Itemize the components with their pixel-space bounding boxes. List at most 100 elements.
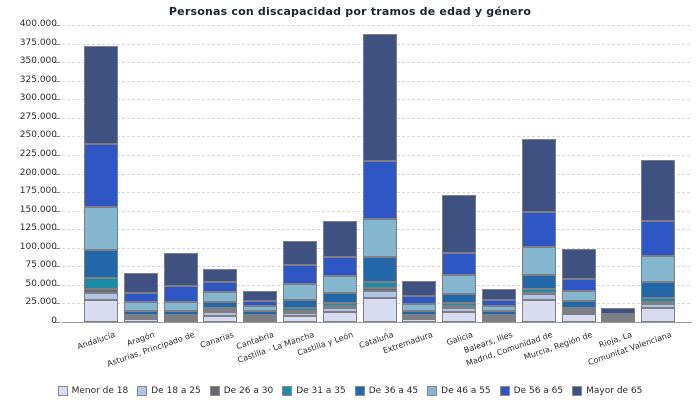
bar-segment: [362, 281, 397, 288]
bar-segment: [601, 313, 636, 316]
y-tick-label: 400.000: [19, 19, 57, 29]
bar-segment: [641, 301, 676, 304]
bar-segment: [561, 311, 596, 315]
bar-segment: [641, 159, 676, 222]
bar-segment: [243, 316, 278, 319]
y-tick-label: 375.000: [19, 37, 57, 48]
y-tick: [55, 192, 60, 194]
legend-label: De 31 a 35: [296, 386, 346, 396]
bar-segment: [402, 310, 437, 315]
bar-segment: [243, 319, 278, 322]
bar-segment: [482, 310, 516, 315]
bar-segment: [362, 291, 397, 299]
bar-segment: [123, 272, 158, 293]
bar-segment: [482, 300, 516, 306]
bar-segment: [482, 316, 516, 319]
y-tick: [55, 210, 60, 212]
bar-segment: [442, 195, 477, 253]
legend-swatch-icon: [209, 386, 220, 396]
bar-segment: [322, 308, 357, 312]
bar-segment: [442, 306, 477, 309]
y-tick-label: 25.000: [25, 297, 58, 308]
bar-segment: [442, 308, 477, 313]
bar-segment: [203, 269, 238, 283]
legend-swatch-icon: [57, 386, 68, 396]
bar-segment: [203, 309, 238, 313]
y-tick-label: 50.000: [25, 278, 58, 289]
y-tick-label: 200.000: [19, 167, 57, 178]
bar-segment: [84, 277, 118, 290]
x-axis-label: Canarias: [199, 330, 236, 350]
bar-segment: [402, 314, 437, 317]
legend-label: Menor de 18: [71, 386, 129, 396]
bar-segment: [362, 257, 397, 282]
bar-segment: [84, 144, 118, 208]
bar-segment: [163, 319, 198, 322]
legend-label: De 46 a 55: [441, 386, 491, 396]
bar-segment: [362, 160, 397, 219]
bar-segment: [402, 280, 437, 297]
y-tick: [55, 322, 60, 323]
y-tick-label: 100.000: [19, 241, 57, 252]
bar-segment: [442, 252, 477, 275]
bar-segment: [322, 293, 357, 304]
bar-segment: [322, 275, 357, 294]
bar-segment: [283, 316, 317, 322]
y-tick-label: 150.000: [19, 204, 57, 215]
y-tick-label: 250.000: [19, 130, 57, 141]
bar-segment: [243, 300, 278, 307]
bar-segment: [641, 281, 676, 299]
plot-area: Andalucía Aragón Asturias, Principado de Ca…: [62, 25, 690, 368]
bar-segment: [521, 289, 556, 293]
bar-segment: [123, 316, 158, 319]
legend-item: Mayor de 65: [572, 386, 642, 396]
bar-segment: [601, 315, 636, 318]
bar-segment: [482, 315, 516, 318]
bar-segment: [203, 307, 238, 310]
legend-item: Menor de 18: [57, 386, 129, 396]
y-tick-label: 275.000: [19, 111, 57, 122]
y-tick: [55, 99, 60, 101]
bar-segment: [521, 247, 556, 275]
bar-segment: [243, 306, 278, 312]
legend-swatch-icon: [427, 386, 438, 396]
bar-segment: [641, 307, 676, 322]
bar-segment: [482, 289, 516, 301]
bar-segment: [84, 250, 118, 278]
bar-segment: [402, 319, 437, 322]
bar-segment: [641, 298, 676, 302]
bar-segment: [283, 307, 317, 312]
legend-item: De 36 a 45: [354, 386, 418, 396]
bar-segment: [521, 274, 556, 290]
bar-segment: [123, 301, 158, 312]
bar-segment: [442, 294, 477, 304]
bar-segment: [283, 311, 317, 314]
legend: Menor de 18 De 18 a 25 De 26 a 30 De 31 a 3…: [0, 386, 700, 396]
y-tick: [55, 136, 60, 138]
bar-segment: [641, 256, 676, 282]
y-tick: [55, 266, 60, 268]
bar-segment: [521, 211, 556, 248]
legend-label: De 26 a 30: [223, 386, 274, 396]
bar-segment: [402, 303, 437, 311]
y-tick: [55, 173, 60, 175]
legend-swatch-icon: [137, 386, 148, 396]
y-tick: [55, 229, 60, 231]
bar-segment: [442, 274, 477, 295]
bar-segment: [163, 285, 198, 303]
bar-segment: [561, 307, 596, 311]
bar-segment: [322, 306, 357, 309]
y-tick-label: 350.000: [19, 56, 57, 67]
bar-segment: [243, 315, 278, 318]
y-tick-label: 0: [51, 316, 57, 326]
bar-segment: [84, 292, 118, 301]
bar-segment: [163, 302, 198, 311]
y-tick: [55, 284, 60, 286]
bar-segment: [283, 241, 317, 266]
bar-segment: [203, 282, 238, 293]
legend-swatch-icon: [499, 386, 510, 396]
bar-segment: [561, 310, 596, 313]
bar-segment: [322, 303, 357, 307]
bar-segment: [521, 138, 556, 212]
y-tick-label: 300.000: [19, 93, 57, 104]
